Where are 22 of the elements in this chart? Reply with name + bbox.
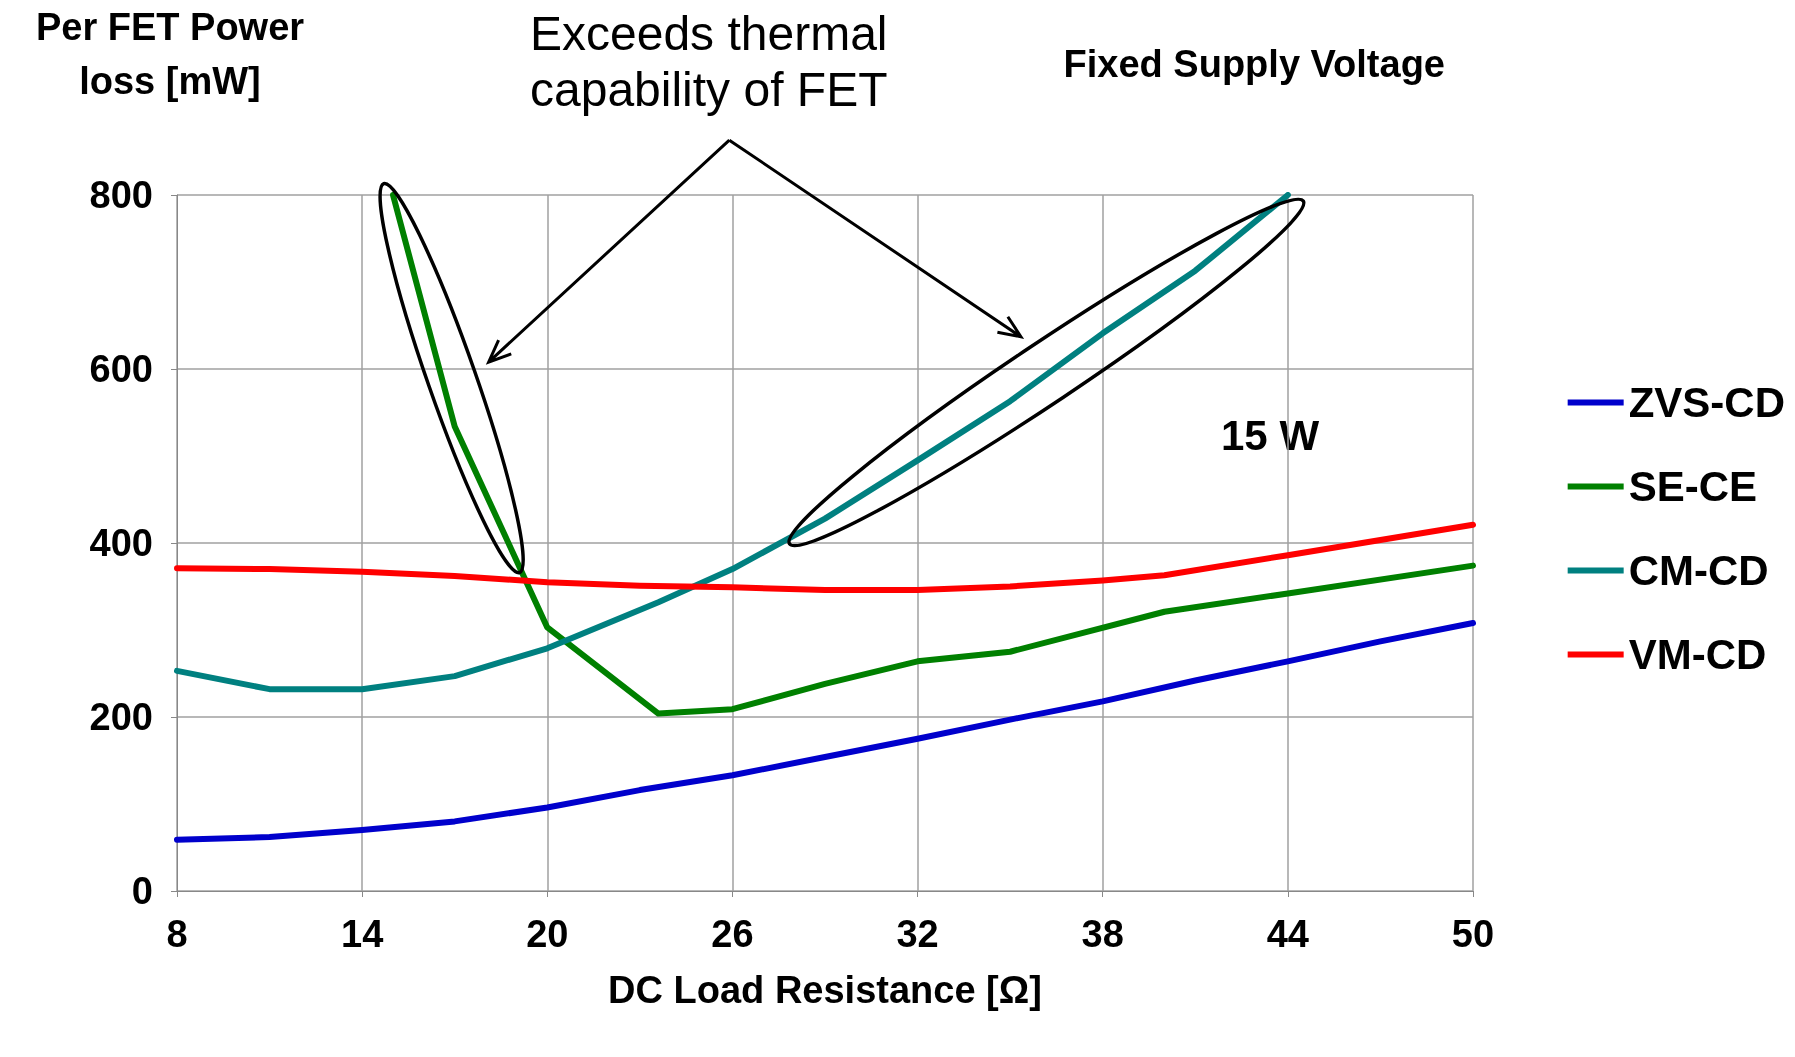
y-tick-label: 400 — [89, 522, 153, 564]
x-tick-label: 44 — [1266, 913, 1309, 955]
x-tick-label: 32 — [896, 913, 939, 955]
x-tick-label: 50 — [1451, 913, 1495, 955]
chart-title: Fixed Supply Voltage — [1063, 43, 1445, 85]
legend-label: ZVS-CD — [1628, 379, 1786, 426]
y-axis-title: Per FET Power loss [mW] — [35, 6, 305, 102]
legend-label: SE-CE — [1628, 463, 1758, 510]
x-tick-label: 14 — [341, 913, 384, 955]
x-axis-title: DC Load Resistance [Ω] — [608, 969, 1042, 1011]
legend-label: VM-CD — [1628, 631, 1767, 678]
legend-label: CM-CD — [1628, 547, 1769, 594]
x-tick-label: 8 — [166, 913, 188, 955]
y-tick-label: 600 — [89, 348, 153, 390]
y-tick-label: 200 — [89, 696, 153, 738]
x-tick-label: 20 — [526, 913, 569, 955]
y-tick-label: 800 — [89, 174, 153, 216]
annotation: 15 W — [1221, 411, 1320, 459]
x-tick-label: 26 — [711, 913, 754, 955]
text: Exceeds thermal capability of FET — [530, 6, 888, 116]
y-tick-label: 0 — [131, 870, 153, 912]
x-tick-label: 38 — [1081, 913, 1124, 955]
